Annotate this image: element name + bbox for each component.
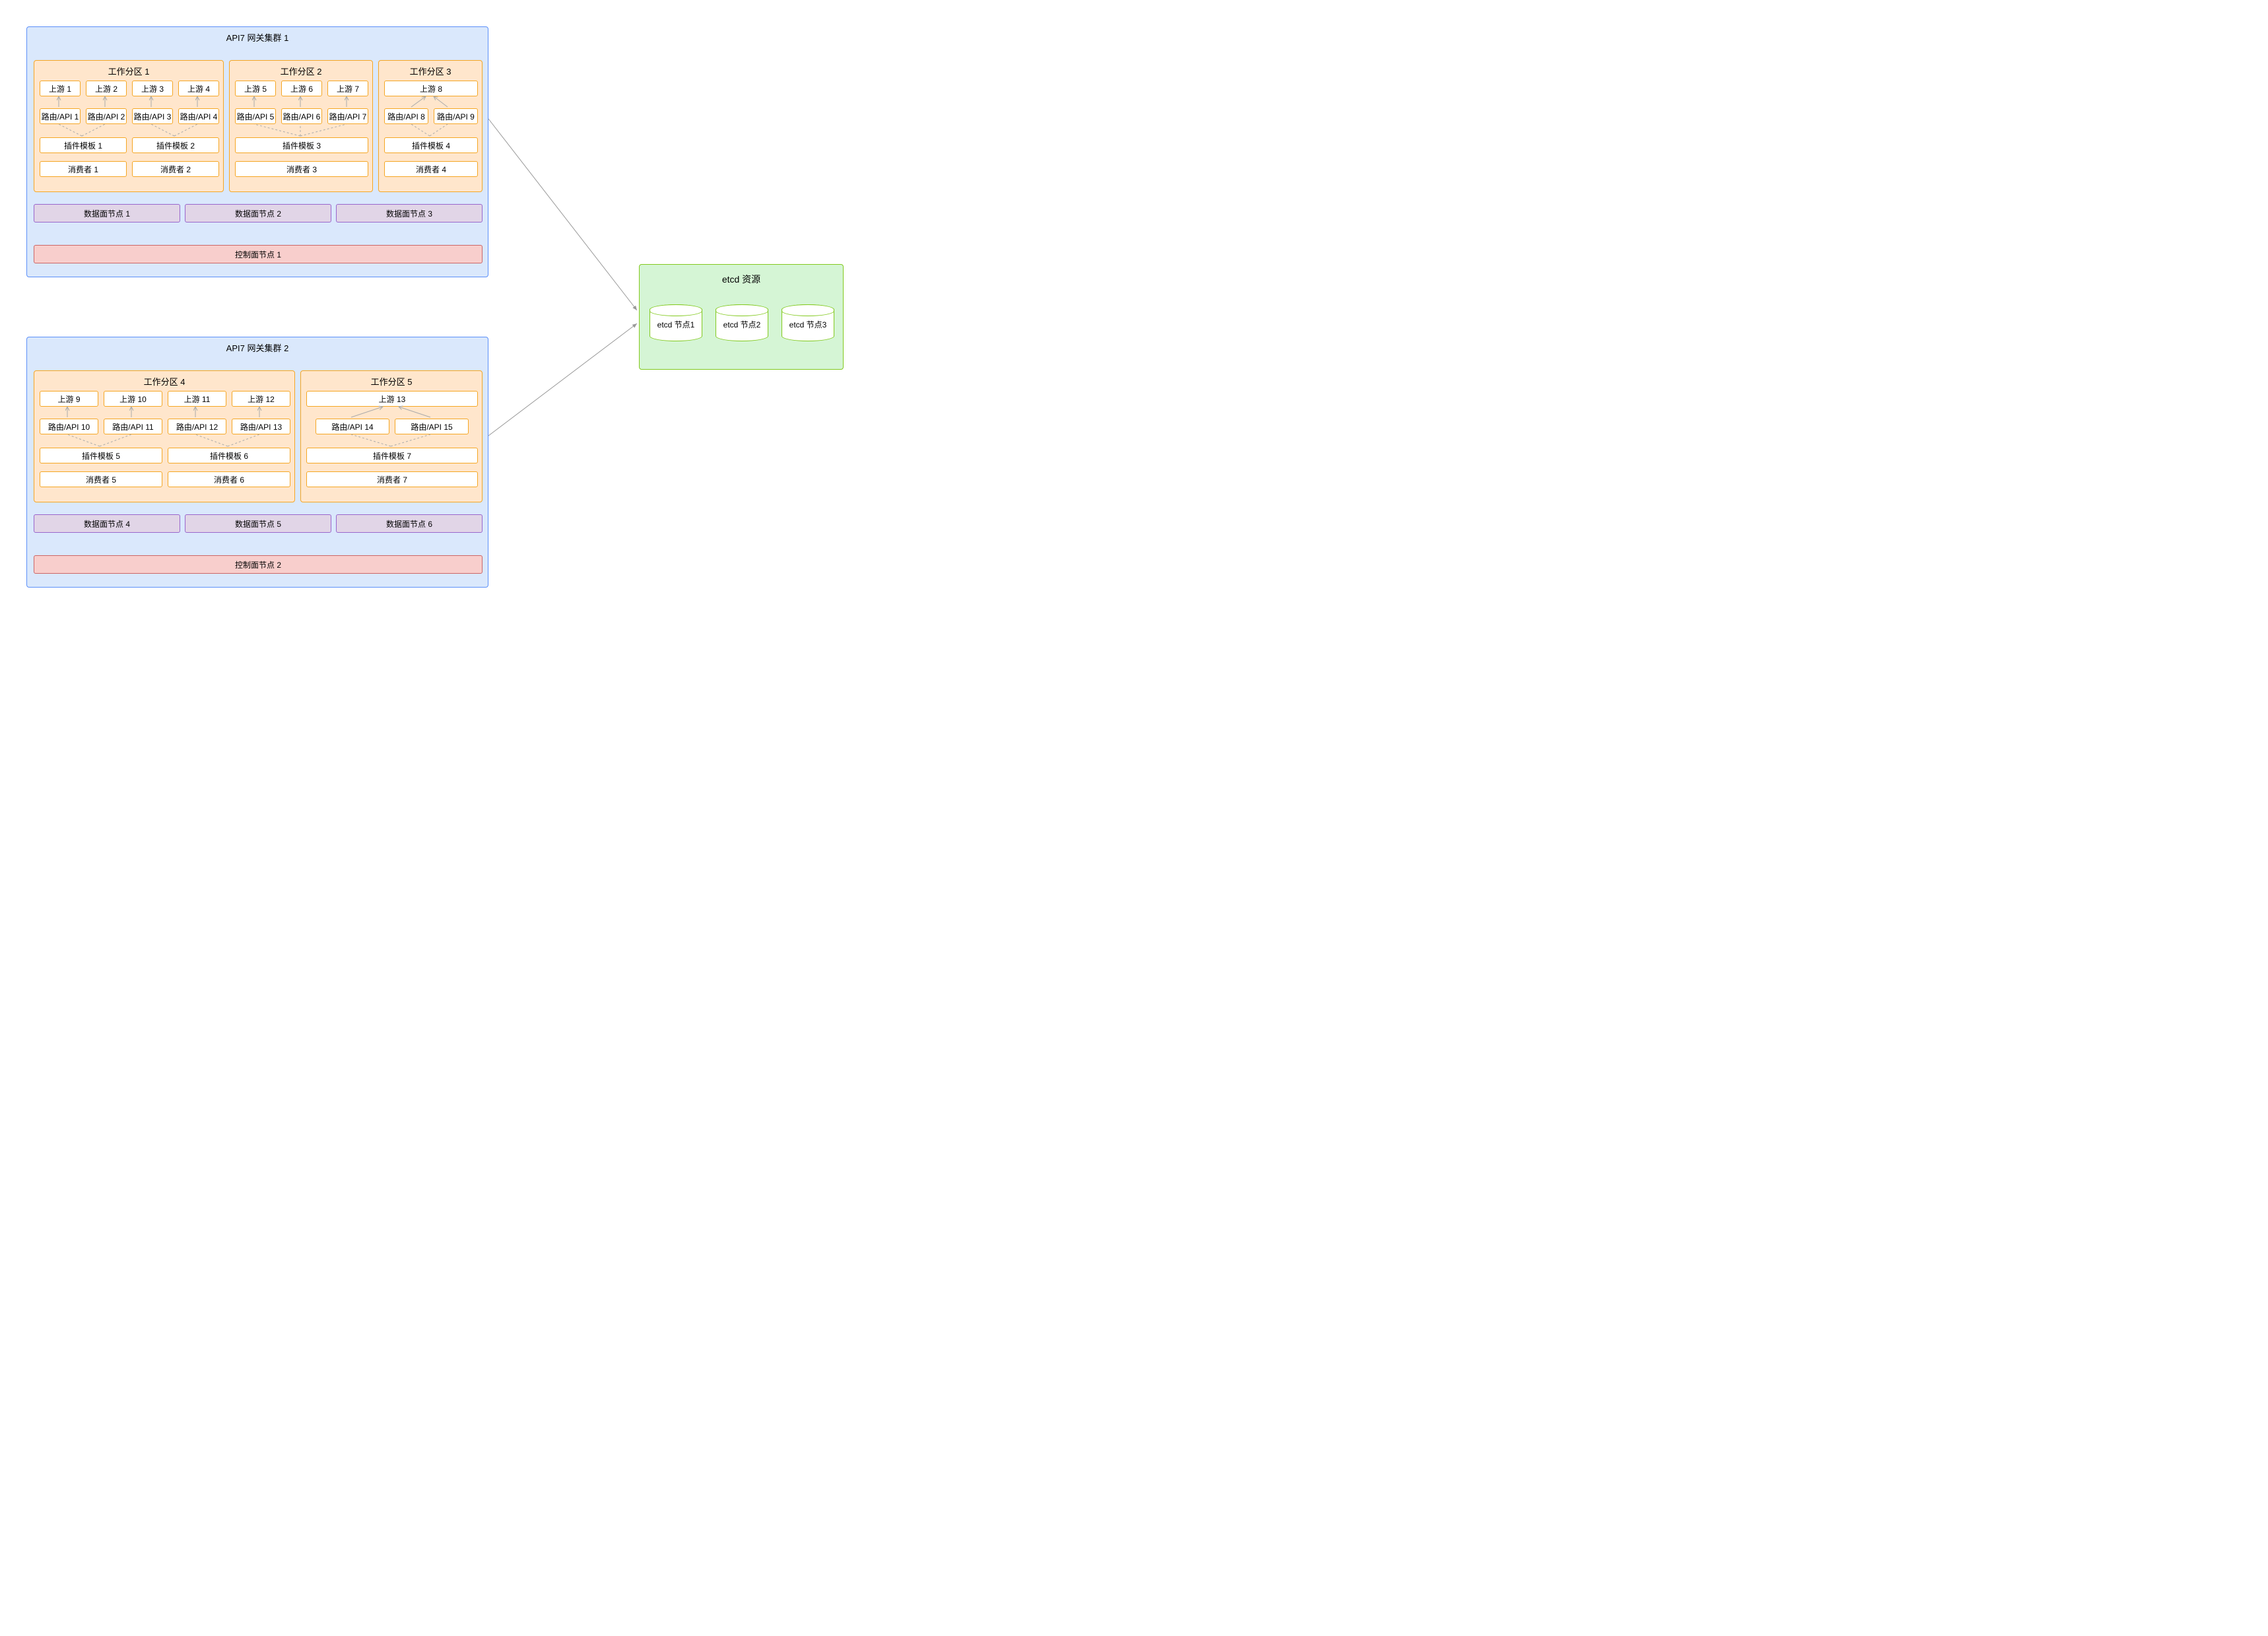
consumer: 消费者 3	[235, 161, 368, 177]
gateway-cluster-1: API7 网关集群 1 工作分区 1 上游 1 上游 2 上游 3 上游 4 路…	[26, 26, 488, 277]
etcd-node: etcd 节点1	[650, 304, 702, 341]
etcd-node: etcd 节点3	[782, 304, 834, 341]
consumer: 消费者 6	[168, 471, 290, 487]
route: 路由/API 12	[168, 419, 226, 434]
upstream: 上游 9	[40, 391, 98, 407]
etcd-node-label: etcd 节点1	[657, 319, 695, 330]
route: 路由/API 9	[434, 108, 478, 124]
partition-4-title: 工作分区 4	[34, 371, 294, 390]
template: 插件模板 7	[306, 448, 478, 463]
partition-5: 工作分区 5 上游 13 路由/API 14 路由/API 15 插件模板 7 …	[300, 370, 483, 502]
partition-5-title: 工作分区 5	[301, 371, 482, 390]
template: 插件模板 4	[384, 137, 478, 153]
consumer: 消费者 5	[40, 471, 162, 487]
consumer: 消费者 7	[306, 471, 478, 487]
partition-2-title: 工作分区 2	[230, 61, 372, 80]
upstream: 上游 3	[132, 81, 173, 96]
route: 路由/API 10	[40, 419, 98, 434]
data-node: 数据面节点 5	[185, 514, 331, 533]
route: 路由/API 6	[281, 108, 322, 124]
data-node: 数据面节点 2	[185, 204, 331, 222]
partition-1-title: 工作分区 1	[34, 61, 223, 80]
diagram-canvas: API7 网关集群 1 工作分区 1 上游 1 上游 2 上游 3 上游 4 路…	[13, 13, 858, 627]
data-node: 数据面节点 3	[336, 204, 483, 222]
template: 插件模板 5	[40, 448, 162, 463]
route: 路由/API 11	[104, 419, 162, 434]
gateway-cluster-2: API7 网关集群 2 工作分区 4 上游 9 上游 10 上游 11 上游 1…	[26, 337, 488, 588]
cluster-2-title: API7 网关集群 2	[27, 337, 488, 357]
route: 路由/API 15	[395, 419, 469, 434]
partition-3: 工作分区 3 上游 8 路由/API 8 路由/API 9 插件模板 4 消费者…	[378, 60, 483, 192]
route: 路由/API 2	[86, 108, 127, 124]
etcd-node: etcd 节点2	[716, 304, 768, 341]
template: 插件模板 3	[235, 137, 368, 153]
route: 路由/API 14	[316, 419, 389, 434]
route: 路由/API 5	[235, 108, 276, 124]
upstream: 上游 13	[306, 391, 478, 407]
consumer: 消费者 2	[132, 161, 219, 177]
partition-2: 工作分区 2 上游 5 上游 6 上游 7 路由/API 5 路由/API 6 …	[229, 60, 373, 192]
upstream: 上游 11	[168, 391, 226, 407]
control-node: 控制面节点 1	[34, 245, 483, 263]
upstream: 上游 5	[235, 81, 276, 96]
etcd-title: etcd 资源	[640, 265, 843, 289]
etcd-resource: etcd 资源 etcd 节点1 etcd 节点2 etcd 节点3	[639, 264, 844, 370]
partition-3-title: 工作分区 3	[379, 61, 482, 80]
data-node: 数据面节点 1	[34, 204, 180, 222]
data-node: 数据面节点 4	[34, 514, 180, 533]
upstream: 上游 4	[178, 81, 219, 96]
cluster-1-title: API7 网关集群 1	[27, 27, 488, 46]
partition-4: 工作分区 4 上游 9 上游 10 上游 11 上游 12 路由/API 10 …	[34, 370, 295, 502]
route: 路由/API 7	[327, 108, 368, 124]
route: 路由/API 13	[232, 419, 290, 434]
partition-1: 工作分区 1 上游 1 上游 2 上游 3 上游 4 路由/API 1 路由/A…	[34, 60, 224, 192]
control-node: 控制面节点 2	[34, 555, 483, 574]
template: 插件模板 2	[132, 137, 219, 153]
etcd-node-label: etcd 节点2	[723, 319, 761, 330]
data-node: 数据面节点 6	[336, 514, 483, 533]
consumer: 消费者 4	[384, 161, 478, 177]
route: 路由/API 1	[40, 108, 81, 124]
consumer: 消费者 1	[40, 161, 127, 177]
upstream: 上游 7	[327, 81, 368, 96]
upstream: 上游 1	[40, 81, 81, 96]
route: 路由/API 8	[384, 108, 428, 124]
upstream: 上游 6	[281, 81, 322, 96]
upstream: 上游 12	[232, 391, 290, 407]
route: 路由/API 3	[132, 108, 173, 124]
upstream: 上游 2	[86, 81, 127, 96]
upstream: 上游 8	[384, 81, 478, 96]
etcd-node-label: etcd 节点3	[789, 319, 827, 330]
upstream: 上游 10	[104, 391, 162, 407]
template: 插件模板 6	[168, 448, 290, 463]
route: 路由/API 4	[178, 108, 219, 124]
template: 插件模板 1	[40, 137, 127, 153]
